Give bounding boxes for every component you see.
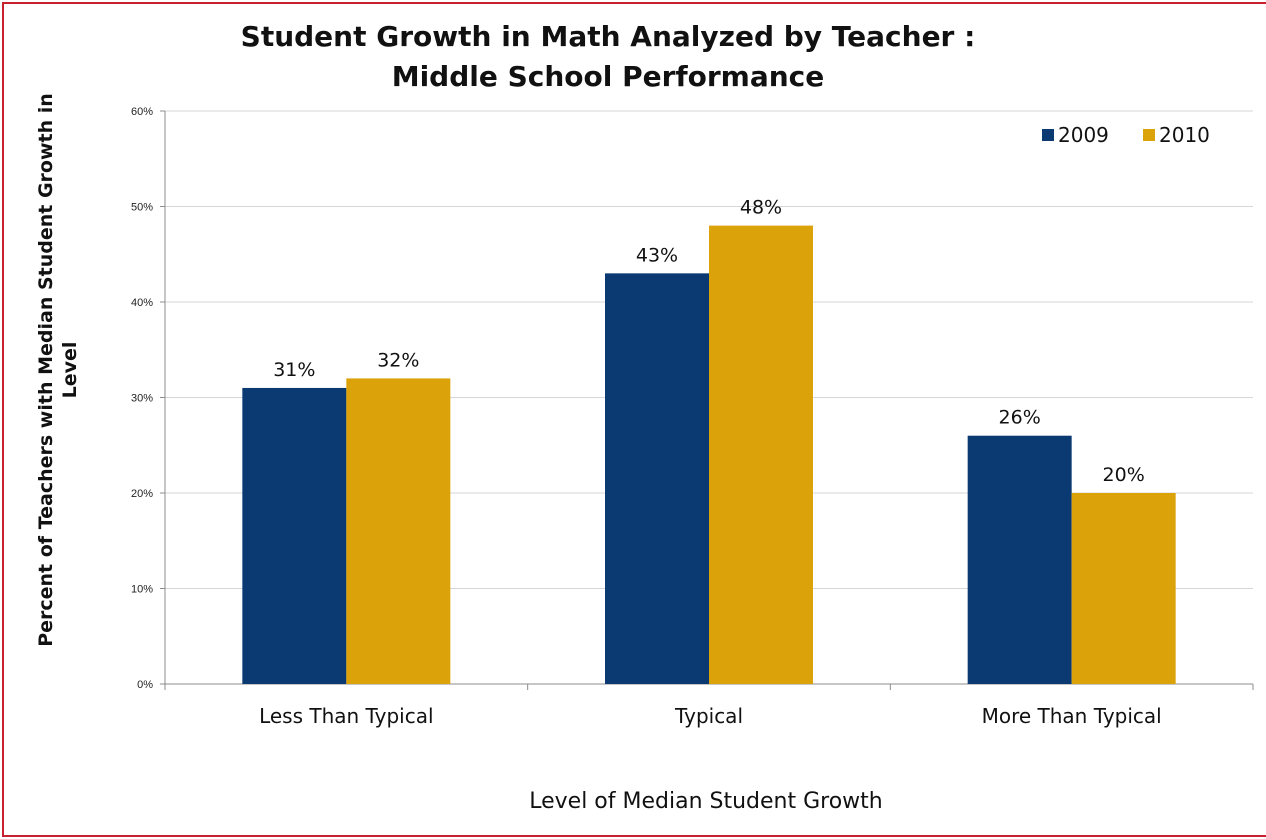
x-tick-label: Typical [674,704,743,728]
bar-2009 [242,388,346,684]
y-axis-label-line-1: Percent of Teachers with Median Student … [35,93,57,647]
bar-2010 [1072,493,1176,684]
y-axis-label-line-2: Level [59,342,81,399]
y-tick-label: 40% [131,297,153,309]
legend-swatch-2009 [1042,129,1054,141]
y-tick-label: 10% [131,584,153,596]
data-label-2010: 32% [377,349,419,371]
legend: 2009 2010 [1042,123,1210,147]
data-label-2009: 31% [273,359,315,381]
bar-2009 [605,273,709,684]
x-axis-label: Level of Median Student Growth [529,789,883,814]
y-tick-label: 60% [131,106,153,118]
chart-title-line-1: Student Growth in Math Analyzed by Teach… [241,20,976,53]
y-tick-label: 20% [131,488,153,500]
bars [242,226,1175,684]
bar-2010 [346,378,450,684]
x-tick-label: More Than Typical [982,704,1162,728]
x-tick-label: Less Than Typical [259,704,433,728]
y-tick-label: 0% [137,679,153,691]
bar-2010 [709,226,813,684]
y-axis-label: Percent of Teachers with Median Student … [35,93,81,647]
data-label-2009: 43% [636,244,678,266]
data-label-2010: 20% [1103,464,1145,486]
legend-swatch-2010 [1143,129,1155,141]
y-tick-label: 50% [131,202,153,214]
legend-label-2009: 2009 [1058,123,1109,147]
chart-title-line-2: Middle School Performance [392,60,825,93]
legend-label-2010: 2010 [1159,123,1210,147]
y-tick-label: 30% [131,393,153,405]
data-label-2009: 26% [999,407,1041,429]
data-label-2010: 48% [740,197,782,219]
bar-2009 [968,436,1072,684]
